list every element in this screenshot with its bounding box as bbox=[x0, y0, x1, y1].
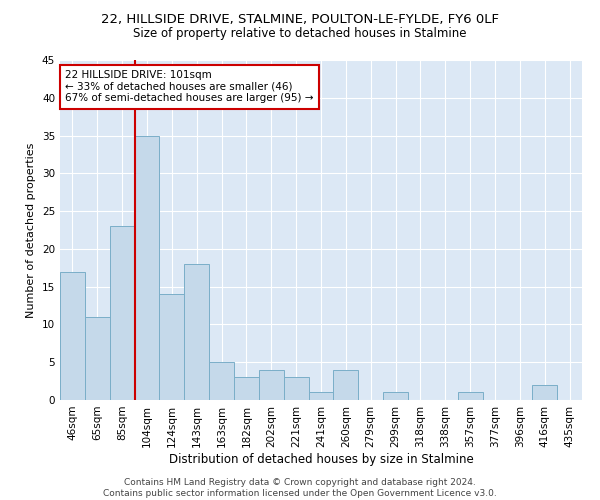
X-axis label: Distribution of detached houses by size in Stalmine: Distribution of detached houses by size … bbox=[169, 452, 473, 466]
Bar bbox=[308, 392, 334, 400]
Bar bbox=[209, 362, 234, 400]
Bar bbox=[259, 370, 284, 400]
Bar bbox=[383, 392, 408, 400]
Bar bbox=[85, 317, 110, 400]
Bar bbox=[184, 264, 209, 400]
Text: Contains HM Land Registry data © Crown copyright and database right 2024.
Contai: Contains HM Land Registry data © Crown c… bbox=[103, 478, 497, 498]
Y-axis label: Number of detached properties: Number of detached properties bbox=[26, 142, 37, 318]
Bar bbox=[532, 385, 557, 400]
Bar bbox=[234, 378, 259, 400]
Bar bbox=[284, 378, 308, 400]
Text: Size of property relative to detached houses in Stalmine: Size of property relative to detached ho… bbox=[133, 28, 467, 40]
Bar bbox=[134, 136, 160, 400]
Bar bbox=[334, 370, 358, 400]
Bar bbox=[60, 272, 85, 400]
Bar bbox=[458, 392, 482, 400]
Text: 22, HILLSIDE DRIVE, STALMINE, POULTON-LE-FYLDE, FY6 0LF: 22, HILLSIDE DRIVE, STALMINE, POULTON-LE… bbox=[101, 12, 499, 26]
Bar bbox=[160, 294, 184, 400]
Text: 22 HILLSIDE DRIVE: 101sqm
← 33% of detached houses are smaller (46)
67% of semi-: 22 HILLSIDE DRIVE: 101sqm ← 33% of detac… bbox=[65, 70, 314, 103]
Bar bbox=[110, 226, 134, 400]
